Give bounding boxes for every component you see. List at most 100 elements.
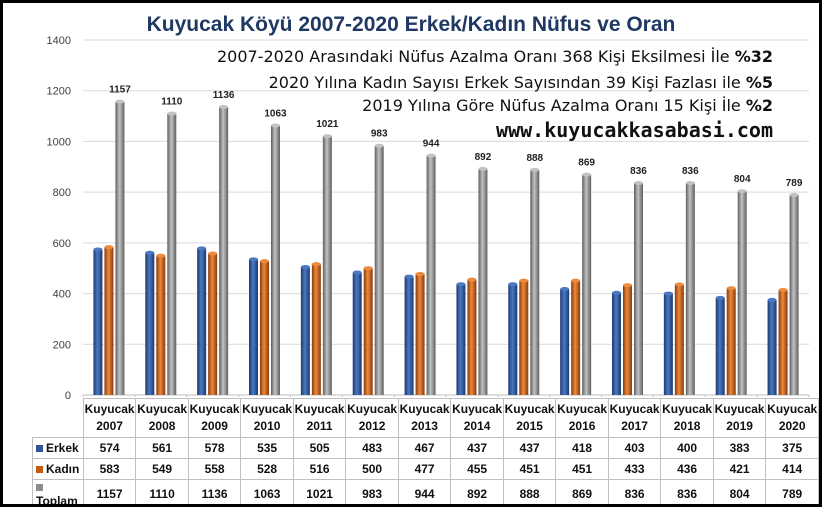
- series-label: Kadın: [32, 457, 84, 480]
- bar-erkek: [197, 248, 207, 395]
- bar-top-erkek: [249, 257, 258, 262]
- table-cell: 1136: [187, 478, 242, 504]
- category-year: 2009: [201, 418, 228, 433]
- bar-top-erkek: [715, 295, 725, 300]
- table-cell: 804: [712, 478, 767, 504]
- legend-key-kadin: [36, 465, 43, 473]
- note-1: 2007-2020 Arasındaki Nüfus Azalma Oranı …: [217, 47, 773, 66]
- category-prefix: Kuyucak: [294, 401, 345, 416]
- bar-top-kadin: [260, 259, 269, 264]
- category-label: Kuyucak 2017: [607, 398, 662, 438]
- series-label: Erkek: [32, 436, 84, 459]
- category-year: 2019: [726, 418, 753, 433]
- category-prefix: Kuyucak: [347, 401, 398, 416]
- note-2: 2020 Yılına Kadın Sayısı Erkek Sayısında…: [269, 73, 773, 92]
- bar-top-toplam: [634, 181, 643, 186]
- note-3: 2019 Yılına Göre Nüfus Azalma Oranı 15 K…: [362, 96, 773, 115]
- category-label: Kuyucak 2015: [502, 398, 557, 438]
- table-cell: 549: [135, 457, 189, 480]
- bar-top-erkek: [93, 247, 103, 252]
- series-name: Kadın: [46, 461, 80, 476]
- category-prefix: Kuyucak: [399, 401, 450, 416]
- website-url: www.kuyucakkasabasi.com: [496, 118, 773, 142]
- table-cell: 483: [345, 436, 399, 459]
- category-year: 2016: [568, 418, 596, 433]
- bar-top-erkek: [197, 246, 207, 251]
- bar-erkek: [145, 252, 155, 395]
- table-row-erkek: Erkek 574 561 578 535 505 483 467 437 437 418 403 40…: [32, 436, 819, 459]
- bar-kadin: [778, 290, 788, 395]
- category-year: 2015: [516, 418, 543, 433]
- category-year: 2011: [306, 418, 333, 433]
- table-cell: 983: [345, 478, 399, 504]
- category-year: 2014: [463, 418, 491, 433]
- bar-kadin: [571, 280, 581, 395]
- chart-frame: 0 200 400 600 800 1000 1200 1400 1157 1110 1136 106…: [3, 3, 819, 504]
- category-label: Kuyucak 2011: [292, 398, 347, 438]
- table-cell: 421: [712, 457, 767, 480]
- y-tick-label: 600: [53, 238, 71, 250]
- bar-toplam: [271, 125, 280, 395]
- series-name: Toplam: [36, 493, 78, 505]
- table-cell: 561: [135, 436, 189, 459]
- bar-top-toplam: [530, 167, 540, 172]
- bar-toplam: [530, 169, 540, 395]
- data-label: 836: [630, 166, 647, 177]
- bar-top-erkek: [560, 287, 570, 292]
- bar-top-kadin: [311, 262, 321, 267]
- bar-top-kadin: [415, 272, 425, 277]
- bar-kadin: [104, 247, 114, 395]
- bar-top-kadin: [208, 251, 218, 256]
- table-cell: 436: [660, 457, 714, 480]
- table-cell: 574: [82, 436, 137, 459]
- table-cell: 944: [397, 478, 452, 504]
- table-cell: 535: [240, 436, 294, 459]
- data-label: 1136: [213, 90, 235, 101]
- bar-top-toplam: [478, 166, 488, 171]
- data-label: 888: [526, 153, 543, 164]
- bar-kadin: [260, 261, 269, 395]
- table-cell: 836: [607, 478, 662, 504]
- y-tick-label: 400: [53, 289, 71, 301]
- bar-top-kadin: [726, 286, 736, 291]
- bar-erkek: [352, 272, 362, 395]
- category-year: 2008: [148, 418, 176, 433]
- table-corner: [33, 399, 84, 438]
- population-chart: 0 200 400 600 800 1000 1200 1400 1157 1110 1136 106…: [47, 35, 810, 402]
- table-cell: 869: [555, 478, 609, 504]
- table-cell: 888: [502, 478, 557, 504]
- category-label: Kuyucak 2019: [712, 398, 767, 438]
- bar-toplam: [374, 145, 384, 395]
- bar-toplam: [219, 106, 229, 395]
- bar-top-toplam: [322, 134, 332, 139]
- bar-toplam: [685, 183, 695, 395]
- bar-toplam: [167, 113, 177, 396]
- table-cell: 1063: [240, 478, 294, 504]
- note-2-pct: %5: [745, 73, 773, 92]
- bar-erkek: [560, 289, 570, 395]
- note-1-pct: %32: [734, 47, 773, 66]
- table-cell: 403: [607, 436, 662, 459]
- bar-top-erkek: [145, 250, 155, 255]
- bar-top-toplam: [582, 172, 592, 177]
- category-prefix: Kuyucak: [504, 401, 555, 416]
- category-prefix: Kuyucak: [609, 401, 660, 416]
- table-row-kadin: Kadın 583 549 558 528 516 500 477 455 451 451 433 43…: [32, 457, 819, 480]
- bar-top-kadin: [467, 277, 477, 282]
- category-prefix: Kuyucak: [189, 401, 240, 416]
- bar-erkek: [612, 292, 621, 395]
- category-year: 2017: [621, 418, 648, 433]
- category-label: Kuyucak 2014: [450, 398, 504, 438]
- bar-kadin: [156, 255, 166, 395]
- bar-erkek: [300, 266, 310, 395]
- bar-top-toplam: [167, 111, 177, 116]
- bar-toplam: [478, 168, 488, 395]
- bar-toplam: [582, 174, 592, 395]
- table-cell: 414: [765, 457, 819, 480]
- legend-key-toplam: [36, 483, 43, 491]
- data-label: 983: [371, 129, 388, 140]
- y-tick-label: 1000: [47, 136, 71, 148]
- category-label: Kuyucak 2018: [660, 398, 714, 438]
- bar-top-toplam: [271, 123, 280, 128]
- category-label: Kuyucak 2020: [765, 398, 819, 438]
